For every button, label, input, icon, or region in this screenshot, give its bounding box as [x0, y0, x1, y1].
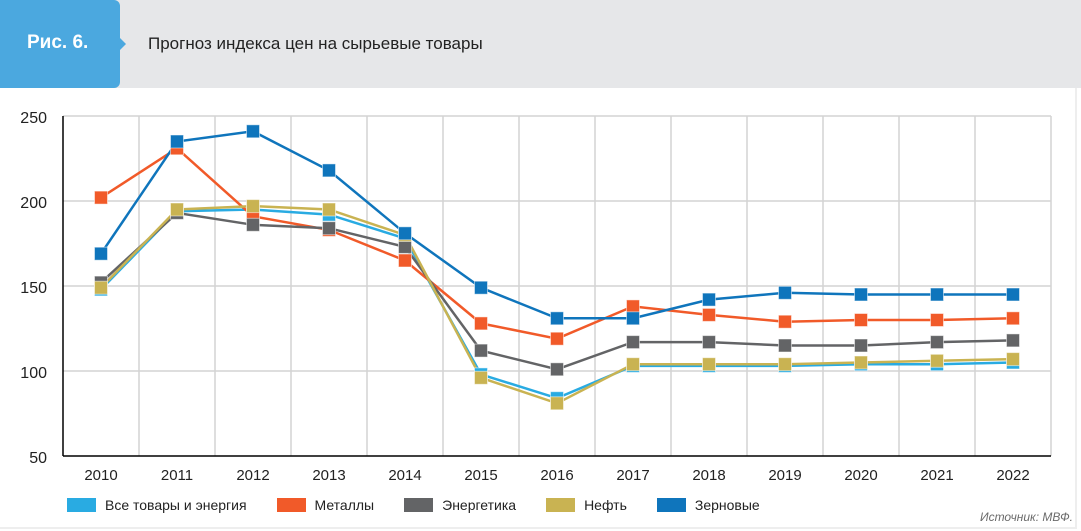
data-point-marker: [1006, 311, 1020, 326]
x-tick-label: 2021: [920, 467, 953, 484]
x-tick-label: 2011: [161, 467, 193, 484]
source-note: Источник: МВФ.: [979, 510, 1073, 524]
legend-label: Нефть: [584, 497, 627, 513]
y-tick-label: 150: [20, 280, 47, 297]
data-point-marker: [550, 311, 564, 326]
chart-title: Прогноз индекса цен на сырьевые товары: [148, 34, 483, 53]
legend-label: Зерновые: [694, 497, 760, 513]
data-point-marker: [474, 370, 488, 385]
data-point-marker: [550, 331, 564, 346]
y-tick-label: 100: [20, 365, 47, 382]
data-point-marker: [398, 239, 412, 254]
y-tick-label: 50: [29, 450, 47, 467]
data-point-marker: [778, 338, 792, 353]
data-point-marker: [930, 313, 944, 327]
x-tick-label: 2016: [540, 467, 573, 484]
legend-swatch: [276, 498, 306, 512]
data-point-marker: [702, 335, 716, 350]
legend-swatch: [546, 498, 576, 512]
legend-item: Нефть: [546, 497, 627, 513]
data-point-marker: [930, 353, 944, 368]
data-point-marker: [550, 362, 564, 377]
legend-item: Металлы: [276, 497, 375, 513]
figure-label: Рис. 6.: [27, 32, 89, 53]
data-point-marker: [474, 316, 488, 331]
x-tick-label: 2022: [996, 467, 1029, 484]
data-point-marker: [854, 355, 868, 370]
y-tick-label: 200: [20, 195, 47, 212]
x-tick-label: 2012: [236, 467, 269, 484]
data-point-marker: [626, 335, 640, 350]
data-point-marker: [778, 285, 792, 300]
data-point-marker: [170, 202, 184, 217]
x-tick-label: 2013: [312, 467, 345, 484]
data-point-marker: [626, 357, 640, 372]
data-point-marker: [1006, 333, 1020, 348]
data-point-marker: [322, 221, 336, 236]
data-point-marker: [94, 190, 108, 205]
x-tick-label: 2010: [84, 467, 117, 484]
legend-label: Энергетика: [442, 497, 517, 513]
data-point-marker: [1006, 352, 1020, 367]
data-point-marker: [778, 314, 792, 329]
data-point-marker: [170, 134, 184, 149]
data-point-marker: [322, 202, 336, 217]
legend-swatch: [404, 498, 434, 512]
data-point-marker: [246, 199, 260, 214]
data-point-marker: [1006, 287, 1020, 302]
data-point-marker: [398, 226, 412, 241]
series-line: [100, 211, 1014, 371]
x-tick-label: 2015: [464, 467, 497, 484]
legend-label: Все товары и энергия: [105, 497, 247, 513]
data-point-marker: [702, 292, 716, 307]
data-point-marker: [854, 338, 868, 353]
data-point-marker: [626, 311, 640, 326]
data-point-marker: [398, 253, 412, 268]
legend-swatch: [67, 498, 96, 512]
data-point-marker: [322, 163, 336, 178]
x-tick-label: 2020: [844, 467, 877, 484]
series-line: [99, 130, 1013, 320]
data-point-marker: [94, 280, 108, 295]
data-point-marker: [702, 307, 716, 322]
legend-item: Зерновые: [656, 497, 760, 513]
legend-item: Энергетика: [404, 497, 516, 513]
legend-swatch: [656, 498, 686, 512]
x-tick-label: 2018: [692, 467, 725, 484]
data-point-marker: [474, 280, 488, 295]
y-tick-label: 250: [20, 110, 47, 127]
data-point-marker: [778, 357, 792, 372]
data-point-marker: [626, 299, 640, 314]
figure-header: Рис. 6. Прогноз индекса цен на сырьевые …: [0, 0, 1081, 88]
x-tick-label: 2014: [388, 467, 421, 484]
data-point-marker: [930, 287, 944, 302]
data-point-marker: [854, 287, 868, 302]
data-point-marker: [702, 357, 716, 372]
data-point-marker: [550, 396, 564, 411]
data-point-marker: [94, 246, 108, 261]
legend-label: Металлы: [314, 497, 375, 513]
data-point-marker: [246, 217, 260, 232]
chart-frame: [0, 88, 1077, 529]
chart-legend: Все товары и энергия Металлы Энергетика Неф…: [67, 497, 790, 513]
legend-item: Все товары и энергия: [67, 497, 247, 513]
x-tick-label: 2019: [768, 467, 801, 484]
data-point-marker: [854, 313, 868, 327]
x-tick-label: 2017: [616, 467, 649, 484]
data-point-marker: [474, 343, 488, 358]
data-point-marker: [930, 335, 944, 350]
figure-number-tab: Рис. 6.: [0, 0, 126, 88]
data-point-marker: [246, 124, 260, 139]
series-line: [100, 146, 1014, 341]
